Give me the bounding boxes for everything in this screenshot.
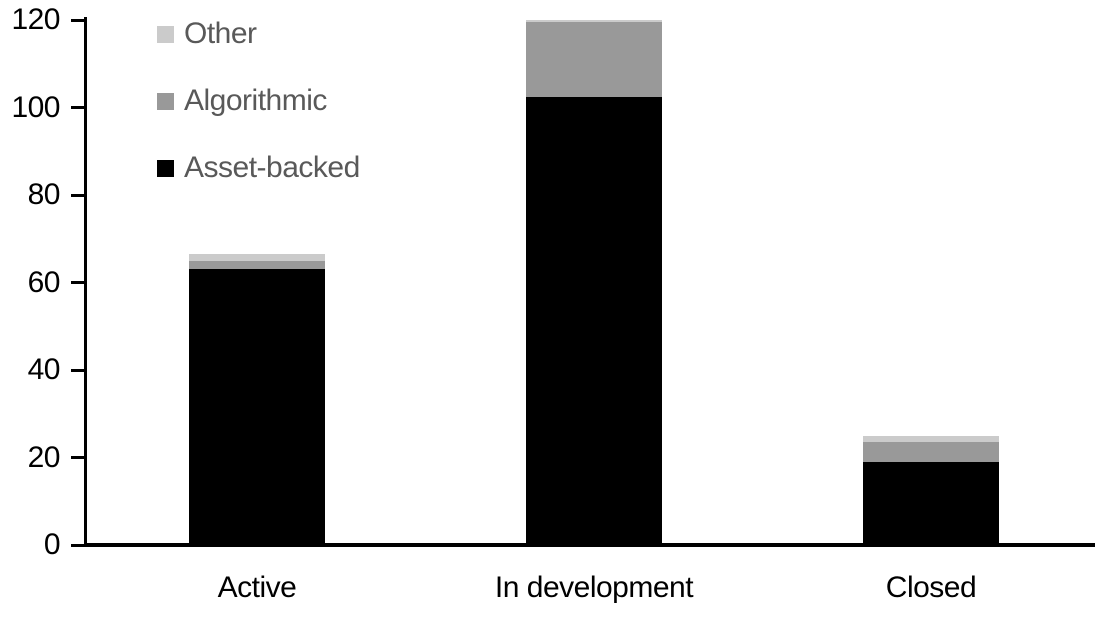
legend-label: Other xyxy=(184,17,257,50)
y-tick-label: 40 xyxy=(27,353,61,386)
y-axis-tick xyxy=(71,456,84,459)
y-axis-tick xyxy=(71,368,84,372)
y-tick-label: 100 xyxy=(11,90,60,124)
y-tick-label: 60 xyxy=(27,265,61,299)
bar-segment-other-in-development xyxy=(526,20,662,23)
x-axis-label-closed: Closed xyxy=(885,571,977,604)
y-tick-label: 0 xyxy=(43,528,61,561)
y-axis-line xyxy=(84,17,87,547)
y-tick-label: 120 xyxy=(11,3,60,36)
bar-in-development xyxy=(526,20,662,545)
y-tick-label: 80 xyxy=(27,178,61,211)
bar-segment-asset-backed-in-development xyxy=(526,96,662,545)
legend-item-other: Other xyxy=(157,17,257,51)
bar-segment-algorithmic-in-development xyxy=(526,22,662,97)
y-axis-tick xyxy=(71,106,84,109)
legend-item-algorithmic: Algorithmic xyxy=(157,84,327,118)
y-tick-label: 20 xyxy=(27,440,61,474)
bar-segment-asset-backed-closed xyxy=(863,461,999,545)
legend-swatch-icon xyxy=(157,25,174,43)
bar-closed xyxy=(863,435,999,545)
bar-active xyxy=(189,254,325,545)
legend-label: Algorithmic xyxy=(184,84,327,117)
legend-swatch-icon xyxy=(157,92,174,110)
bar-segment-algorithmic-closed xyxy=(863,442,999,462)
bar-segment-algorithmic-active xyxy=(189,260,325,270)
x-axis-label-active: Active xyxy=(217,571,297,604)
bar-segment-asset-backed-active xyxy=(189,269,325,545)
bar-segment-other-closed xyxy=(863,435,999,443)
x-axis-label-in-development: In development xyxy=(494,571,694,604)
legend-item-asset-backed: Asset-backed xyxy=(157,151,360,185)
y-axis-tick xyxy=(71,281,84,284)
legend-swatch-icon xyxy=(157,159,174,177)
x-axis-line xyxy=(84,543,1095,547)
legend-label: Asset-backed xyxy=(184,151,360,184)
y-axis-tick xyxy=(71,18,84,22)
bar-segment-other-active xyxy=(189,254,325,261)
y-axis-tick xyxy=(71,543,84,547)
y-axis-tick xyxy=(71,193,84,197)
